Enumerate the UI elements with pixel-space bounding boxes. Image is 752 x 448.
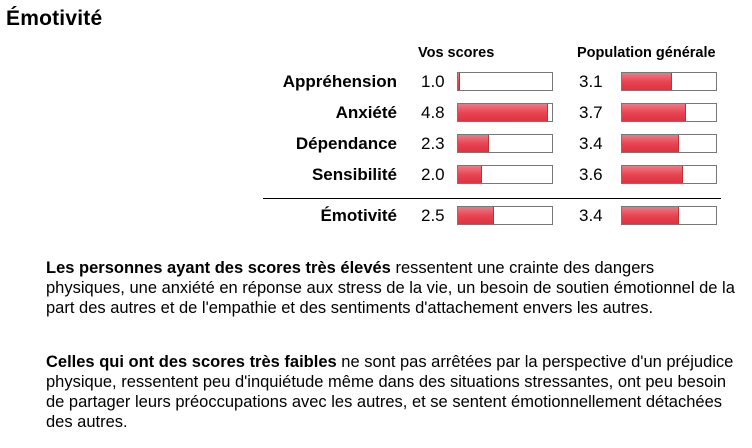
low-scores-description: Celles qui ont des scores très faibles n…: [46, 352, 736, 432]
row-label: Anxiété: [335, 103, 397, 122]
your-score-value: 1.0: [421, 72, 445, 91]
total-divider: [263, 198, 721, 199]
population-total-score-bar: [621, 206, 717, 225]
population-score-bar-fill: [622, 166, 684, 183]
your-score-bar: [457, 103, 553, 122]
population-total-score-bar-fill: [622, 207, 680, 224]
your-score-bar-fill: [458, 73, 460, 90]
population-score-bar-fill: [622, 104, 686, 121]
your-score-bar: [457, 134, 553, 153]
population-score-value: 3.4: [579, 134, 603, 153]
low-scores-text: ne sont pas arrêtées par la perspective …: [46, 353, 734, 431]
your-score-bar-fill: [458, 104, 549, 121]
population-score-bar: [621, 103, 717, 122]
your-scores-header: Vos scores: [418, 45, 495, 61]
population-score-value: 3.6: [579, 165, 603, 184]
population-score-bar-fill: [622, 73, 672, 90]
your-score-bar: [457, 165, 553, 184]
score-row-dependance: Dépendance 2.3 3.4: [0, 132, 752, 156]
score-row-total: Émotivité 2.5 3.4: [0, 204, 752, 228]
population-score-bar-fill: [622, 135, 680, 152]
page-title: Émotivité: [6, 7, 103, 30]
row-label: Dépendance: [295, 134, 397, 153]
high-scores-description: Les personnes ayant des scores très élev…: [46, 258, 736, 318]
your-total-score-bar-fill: [458, 207, 494, 224]
low-scores-lead: Celles qui ont des scores très faibles: [46, 353, 337, 371]
population-score-value: 3.7: [579, 103, 603, 122]
your-total-score-value: 2.5: [421, 206, 445, 225]
your-score-bar-fill: [458, 166, 482, 183]
population-total-score-value: 3.4: [579, 206, 603, 225]
population-score-value: 3.1: [579, 72, 603, 91]
your-score-value: 4.8: [421, 103, 445, 122]
score-row-anxiete: Anxiété 4.8 3.7: [0, 101, 752, 125]
population-score-bar: [621, 72, 717, 91]
your-score-bar: [457, 72, 553, 91]
total-label: Émotivité: [320, 206, 397, 225]
your-score-value: 2.0: [421, 165, 445, 184]
score-row-apprehension: Appréhension 1.0 3.1: [0, 70, 752, 94]
population-header: Population générale: [577, 45, 716, 61]
your-score-value: 2.3: [421, 134, 445, 153]
row-label: Appréhension: [282, 72, 397, 91]
your-total-score-bar: [457, 206, 553, 225]
population-score-bar: [621, 134, 717, 153]
population-score-bar: [621, 165, 717, 184]
score-row-sensibilite: Sensibilité 2.0 3.6: [0, 163, 752, 187]
your-score-bar-fill: [458, 135, 490, 152]
high-scores-lead: Les personnes ayant des scores très élev…: [46, 259, 391, 277]
row-label: Sensibilité: [311, 165, 397, 184]
high-scores-text: ressentent une crainte des dangers physi…: [46, 259, 735, 317]
